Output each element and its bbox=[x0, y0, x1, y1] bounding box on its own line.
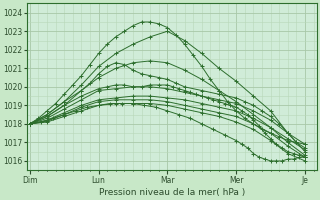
X-axis label: Pression niveau de la mer( hPa ): Pression niveau de la mer( hPa ) bbox=[99, 188, 245, 197]
